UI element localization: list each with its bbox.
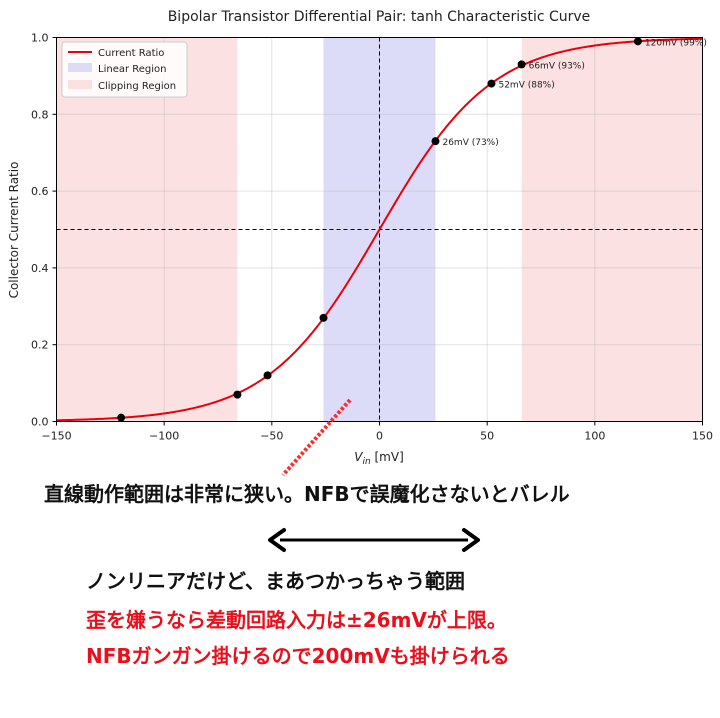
- y-axis-label: Collector Current Ratio: [7, 162, 21, 299]
- data-point: [431, 137, 440, 146]
- x-axis-label: Vin [mV]: [354, 450, 404, 467]
- annotation-nonlinear-range-note: ノンリニアだけど、まあつかっちゃう範囲: [86, 569, 465, 593]
- y-tick-label: 0.6: [31, 185, 49, 198]
- data-point: [633, 37, 642, 46]
- data-point: [263, 371, 272, 380]
- legend: Current Ratio Linear Region Clipping Reg…: [61, 41, 188, 98]
- y-tick-label: 0.4: [31, 262, 49, 275]
- data-point: [517, 60, 526, 69]
- point-labels: 26mV (73%) 52mV (88%) 66mV (93%) 120mV (99%…: [442, 38, 706, 148]
- data-point: [487, 79, 496, 88]
- legend-label-clipping-region: Clipping Region: [98, 81, 176, 92]
- point-label: 52mV (88%): [498, 81, 554, 91]
- chart-title: Bipolar Transistor Differential Pair: ta…: [168, 9, 591, 25]
- data-points: [117, 37, 642, 422]
- y-axis-ticks: 0.0 0.2 0.4 0.6 0.8 1.0: [31, 32, 57, 429]
- point-label: 66mV (93%): [529, 61, 585, 71]
- point-label: 120mV (99%): [645, 38, 707, 48]
- data-point: [319, 313, 328, 322]
- legend-swatch-clipping: [68, 80, 92, 89]
- y-tick-label: 0.8: [31, 108, 49, 121]
- y-tick-label: 1.0: [31, 32, 49, 45]
- legend-swatch-linear: [68, 63, 92, 72]
- series-current-ratio-line: [56, 37, 703, 422]
- x-tick-label: −50: [260, 430, 283, 443]
- red-pointer-stroke: [281, 398, 352, 477]
- x-tick-label: −100: [149, 430, 179, 443]
- series-layer: [56, 37, 703, 422]
- x-tick-label: 50: [480, 430, 494, 443]
- point-label: 26mV (73%): [442, 138, 498, 148]
- x-axis-ticks: −150 −100 −50 0 50 100 150: [41, 421, 713, 443]
- double-arrow-right-head: [462, 528, 480, 552]
- legend-box: [61, 41, 188, 98]
- x-axis-label-main: V: [354, 450, 363, 464]
- data-point: [233, 390, 242, 399]
- x-tick-label: 0: [376, 430, 383, 443]
- y-tick-label: 0.0: [31, 416, 49, 429]
- legend-label-current-ratio: Current Ratio: [98, 48, 164, 59]
- double-arrow-left-head: [268, 528, 286, 552]
- annotation-linear-range-note: 直線動作範囲は非常に狭い。NFBで誤魔化さないとバレル: [44, 482, 570, 506]
- legend-label-linear-region: Linear Region: [98, 64, 167, 75]
- annotation-nfb-input-range: NFBガンガン掛けるので200mVも掛けられる: [86, 644, 510, 668]
- annotation-distortion-limit: 歪を嫌うなら差動回路入力は±26mVが上限。: [86, 608, 507, 632]
- y-tick-label: 0.2: [31, 339, 49, 352]
- double-arrow: [268, 528, 480, 552]
- x-tick-label: −150: [41, 430, 71, 443]
- x-axis-label-unit: [mV]: [371, 450, 404, 464]
- data-point: [117, 413, 126, 422]
- x-axis-label-sub: in: [362, 457, 371, 467]
- x-tick-label: 100: [584, 430, 605, 443]
- x-tick-label: 150: [692, 430, 713, 443]
